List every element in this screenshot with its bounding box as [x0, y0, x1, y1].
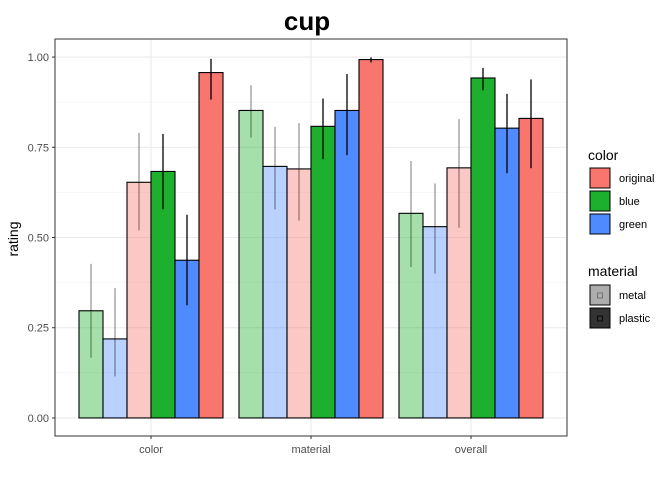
x-tick-label: color — [139, 444, 163, 456]
legend-title-material: material — [588, 263, 638, 279]
bar-material-metal — [262, 165, 288, 419]
y-axis-title: rating — [5, 221, 21, 256]
chart-title: cup — [284, 6, 330, 36]
bar-color-metal — [78, 310, 104, 419]
bar-overall-plastic — [518, 117, 544, 419]
y-tick-label: 0.50 — [28, 233, 49, 245]
y-tick-label: 0.75 — [28, 142, 49, 154]
bar-overall-metal — [446, 167, 472, 419]
legend-key-glyph — [597, 315, 603, 322]
bar-material-metal — [238, 109, 264, 419]
x-tick-label: overall — [455, 444, 487, 456]
legend-key-plastic — [589, 307, 611, 329]
bar-material-metal — [286, 168, 312, 419]
bar-overall-metal — [422, 226, 448, 419]
legend-key-metal — [589, 284, 611, 306]
legend-key-green — [589, 213, 611, 235]
bar-color-metal — [126, 181, 152, 419]
x-tick-label: material — [291, 444, 330, 456]
legend-label-metal: metal — [619, 290, 646, 302]
y-axis: 0.00 0.25 0.50 0.75 1.00 — [28, 52, 55, 425]
legend-title-color: color — [588, 147, 619, 163]
y-tick-label: 0.00 — [28, 413, 49, 425]
bars — [78, 59, 544, 419]
bar-material-plastic — [358, 59, 384, 419]
bar-color-metal — [102, 338, 128, 419]
bar-color-plastic — [198, 72, 224, 419]
legend-label-original: original — [619, 173, 654, 185]
legend-key-glyph — [597, 292, 603, 299]
legend-key-blue — [589, 190, 611, 212]
legend-label-green: green — [619, 219, 647, 231]
legend-key-original — [589, 167, 611, 189]
error-bars — [90, 57, 532, 377]
bar-material-plastic — [310, 125, 336, 419]
bar-material-plastic — [334, 109, 360, 419]
y-tick-label: 1.00 — [28, 52, 49, 64]
y-tick-label: 0.25 — [28, 323, 49, 335]
bar-overall-plastic — [470, 77, 496, 419]
legend-label-blue: blue — [619, 196, 640, 208]
x-axis: color material overall — [139, 436, 487, 456]
bar-overall-metal — [398, 212, 424, 419]
legend-label-plastic: plastic — [619, 313, 651, 325]
